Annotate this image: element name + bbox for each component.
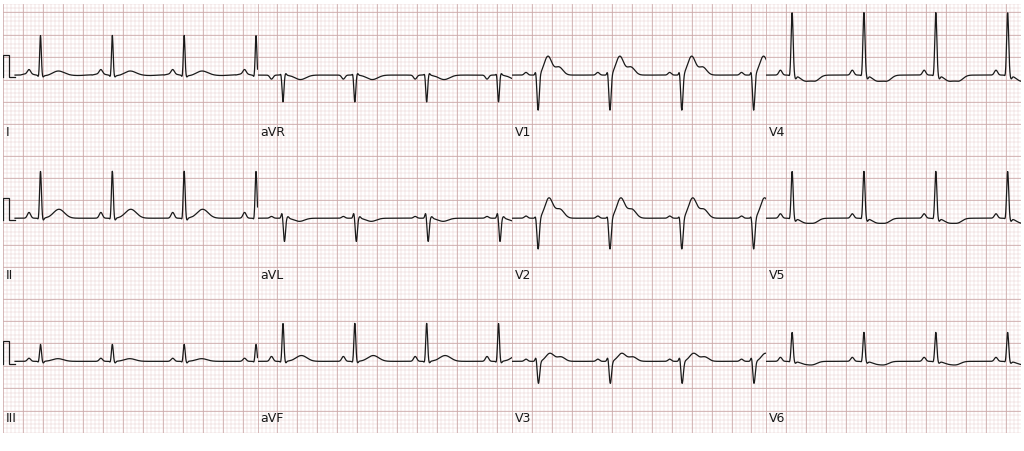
Text: V1: V1	[514, 126, 530, 139]
Text: I: I	[5, 126, 9, 139]
Text: aVR: aVR	[260, 126, 285, 139]
Text: V6: V6	[769, 411, 785, 424]
Text: V4: V4	[769, 126, 785, 139]
Text: V5: V5	[769, 269, 785, 281]
Text: V3: V3	[514, 411, 530, 424]
Text: III: III	[5, 411, 16, 424]
Text: V2: V2	[514, 269, 530, 281]
Text: II: II	[5, 269, 13, 281]
Text: aVF: aVF	[260, 411, 284, 424]
Text: aVL: aVL	[260, 269, 284, 281]
